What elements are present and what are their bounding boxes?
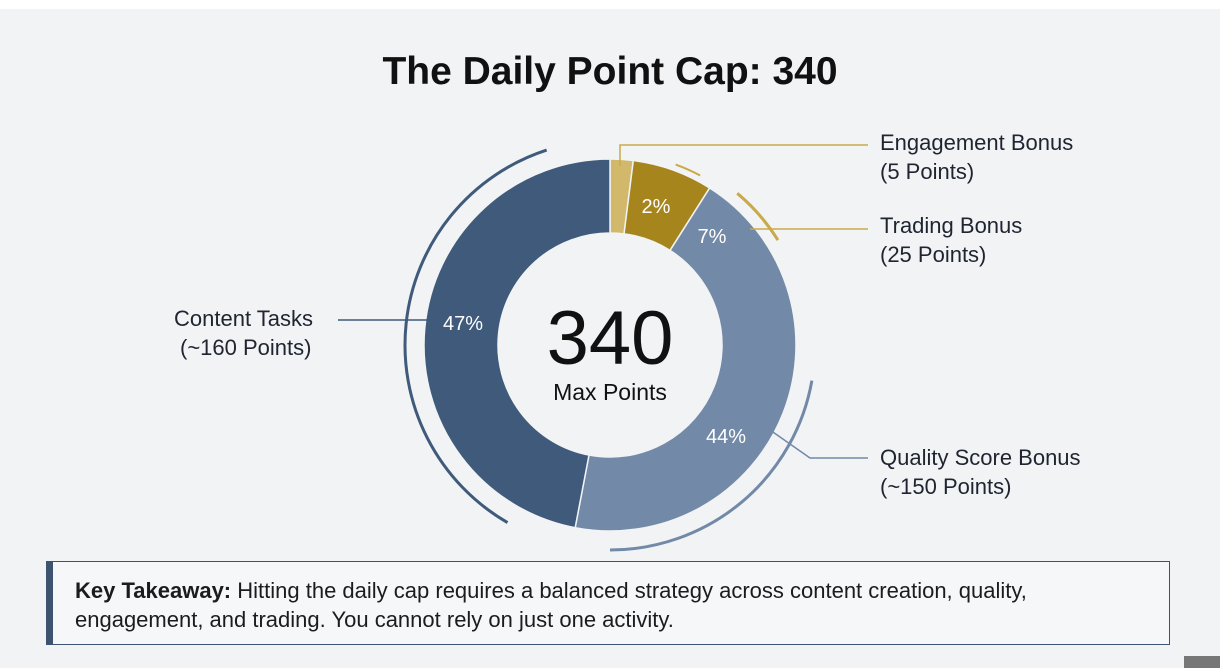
legend-trading-name: Trading Bonus (880, 213, 1023, 238)
outer-arc-trading (736, 192, 780, 241)
legend-engagement-points: (5 Points) (880, 159, 975, 184)
legend-content-tasks: Content Tasks (~160 Points) (174, 304, 313, 362)
legend-quality-name: Quality Score Bonus (880, 445, 1081, 470)
outer-arc-quality (609, 380, 814, 552)
legend-engagement-bonus: Engagement Bonus (5 Points) (880, 128, 1073, 186)
outer-arc-engagement (675, 163, 701, 177)
center-value: 340 (547, 296, 674, 381)
percent-label-quality: 44% (706, 426, 746, 448)
slice-quality-score-bonus (574, 186, 797, 532)
outer-arc-content (403, 148, 548, 524)
key-takeaway-label: Key Takeaway: (75, 578, 232, 603)
legend-content-name: Content Tasks (174, 306, 314, 331)
percent-label-engagement: 2% (642, 196, 671, 218)
legend-content-points: (~160 Points) (180, 335, 312, 360)
percent-label-trading: 7% (698, 226, 727, 248)
legend-quality-score-bonus: Quality Score Bonus (~150 Points) (880, 443, 1081, 501)
slice-content-tasks (423, 158, 611, 529)
percent-label-content: 47% (443, 313, 483, 335)
center-label: Max Points (553, 379, 667, 405)
legend-engagement-name: Engagement Bonus (880, 130, 1074, 155)
chart-title: The Daily Point Cap: 340 (382, 50, 838, 93)
key-takeaway-box: Key Takeaway: Hitting the daily cap requ… (46, 561, 1170, 645)
legend-trading-points: (25 Points) (880, 242, 987, 267)
corner-widget (1184, 656, 1220, 668)
leader-quality (769, 429, 868, 459)
leader-engagement (619, 144, 868, 166)
chart-panel (0, 9, 1220, 668)
legend-trading-bonus: Trading Bonus (25 Points) (880, 211, 1022, 269)
key-takeaway-text: Hitting the daily cap requires a balance… (75, 578, 1027, 632)
legend-quality-points: (~150 Points) (880, 474, 1012, 499)
